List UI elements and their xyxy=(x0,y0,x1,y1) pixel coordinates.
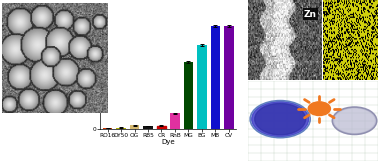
Text: Zn: Zn xyxy=(304,10,317,19)
Bar xyxy=(130,125,139,129)
Circle shape xyxy=(333,108,376,134)
Bar xyxy=(116,128,126,129)
Bar xyxy=(143,126,153,129)
Bar xyxy=(211,26,220,129)
Bar xyxy=(156,126,166,129)
Bar xyxy=(184,62,193,129)
Circle shape xyxy=(308,102,330,116)
X-axis label: Dye: Dye xyxy=(161,139,175,145)
Circle shape xyxy=(252,102,309,137)
Bar xyxy=(170,113,180,129)
Bar xyxy=(224,26,234,129)
Bar xyxy=(197,45,207,129)
Bar xyxy=(103,128,112,129)
Circle shape xyxy=(255,103,306,135)
Y-axis label: Adsorption capacity (mg/g): Adsorption capacity (mg/g) xyxy=(73,26,78,111)
